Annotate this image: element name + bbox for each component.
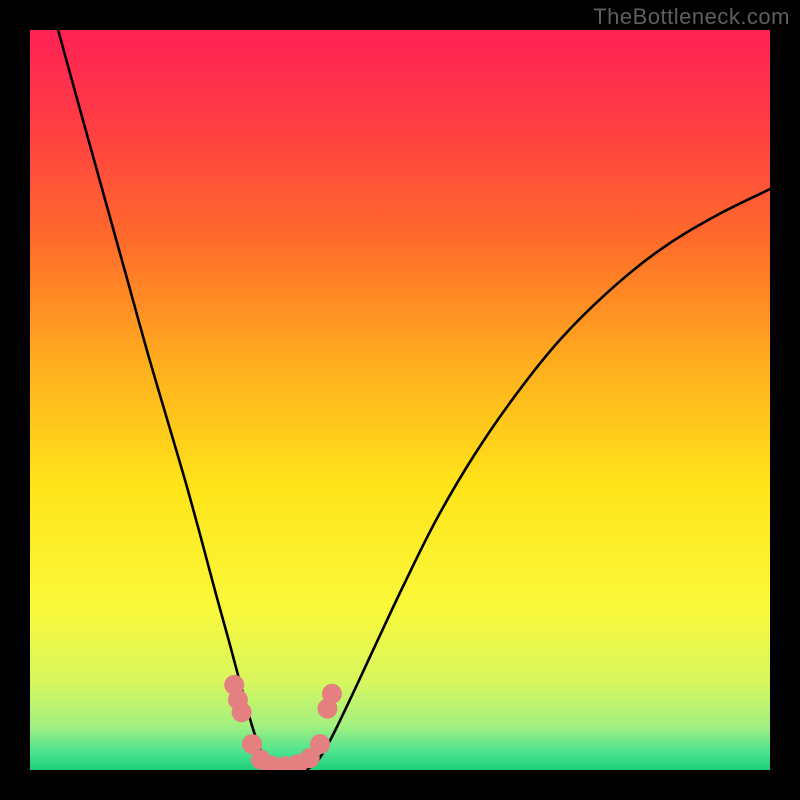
marker-dot — [310, 734, 330, 754]
plot-area — [30, 30, 770, 770]
marker-dot — [232, 702, 252, 722]
plot-svg — [30, 30, 770, 770]
chart-frame: TheBottleneck.com — [0, 0, 800, 800]
gradient-background — [30, 30, 770, 770]
marker-dot — [322, 684, 342, 704]
watermark-text: TheBottleneck.com — [593, 4, 790, 30]
